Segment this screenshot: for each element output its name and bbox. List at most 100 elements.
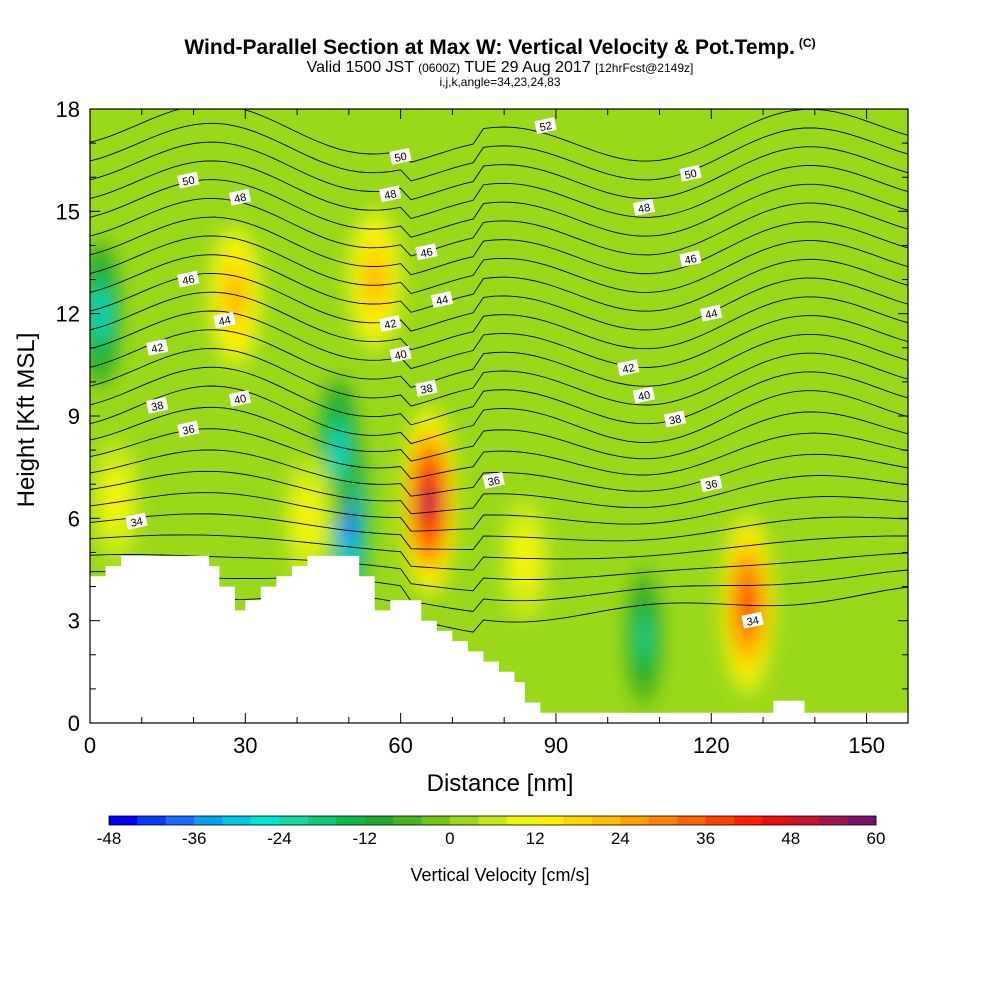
colorbar-tick-label: 48 xyxy=(781,829,800,848)
theta-contour-line xyxy=(90,109,908,163)
w-cell xyxy=(496,485,553,634)
colorbar-tick-label: -36 xyxy=(182,829,207,848)
contour-label-bg xyxy=(228,389,252,407)
contour-label: 34 xyxy=(125,512,148,530)
contour-label-bg xyxy=(379,185,402,203)
theta-contour-line xyxy=(90,141,908,201)
contour-label: 46 xyxy=(679,250,702,268)
contour-label: 42 xyxy=(617,359,640,376)
colorbar-segment xyxy=(762,816,792,825)
contour-label: 44 xyxy=(430,291,454,308)
contour-label: 48 xyxy=(379,185,402,203)
w-cell xyxy=(401,407,458,596)
colorbar-segment xyxy=(478,816,508,825)
x-tick-label: 30 xyxy=(233,733,257,758)
contour-label-text: 42 xyxy=(621,362,635,376)
contour-label-text: 44 xyxy=(704,308,718,322)
contour-label-bg xyxy=(632,386,656,404)
subtitle-date: TUE 29 Aug 2017 xyxy=(464,59,591,76)
theta-contour-line xyxy=(90,197,908,257)
theta-contour-line xyxy=(90,366,908,426)
theta-contour-line xyxy=(90,235,908,295)
y-tick-label: 18 xyxy=(56,97,80,122)
subtitle-zulu-time: (0600Z) xyxy=(418,61,461,75)
contour-label-bg xyxy=(482,471,505,489)
colorbar-tick-label: 24 xyxy=(611,829,630,848)
contour-label-text: 38 xyxy=(419,383,433,397)
colorbar-segment xyxy=(194,816,223,825)
colorbar-tick-label: 60 xyxy=(867,829,886,848)
y-tick-label: 9 xyxy=(68,404,80,429)
contour-label-text: 42 xyxy=(383,318,397,332)
theta-contour-line xyxy=(90,329,908,388)
chart-title: Wind-Parallel Section at Max W: Vertical… xyxy=(0,36,1000,60)
colorbar-segment xyxy=(535,816,564,825)
colorbar: -48 -36 -24 -12 0 12 24 36 48 60 xyxy=(97,815,886,848)
contour-label: 48 xyxy=(632,198,656,216)
theta-contour-line xyxy=(90,122,908,182)
subtitle-valid-time: Valid 1500 JST xyxy=(306,59,414,76)
colorbar-segment xyxy=(790,816,820,825)
colorbar-segment xyxy=(279,816,309,825)
w-cell xyxy=(719,509,776,698)
colorbar-segment xyxy=(251,816,280,825)
w-cell xyxy=(206,222,263,371)
colorbar-tick-label: -48 xyxy=(97,829,122,848)
contour-label-text: 38 xyxy=(150,400,164,414)
colorbar-segment xyxy=(563,816,593,825)
copyright-mark: (C) xyxy=(798,36,816,50)
contour-label-bg xyxy=(177,420,200,438)
contour-label: 50 xyxy=(177,171,200,189)
contour-label-bg xyxy=(146,338,169,356)
w-cell-level xyxy=(303,507,312,530)
contour-label-text: 50 xyxy=(181,174,195,188)
w-cell-level xyxy=(334,438,343,462)
theta-contour-line xyxy=(90,179,908,238)
contour-label-text: 38 xyxy=(668,413,682,427)
colorbar-tick-label: 12 xyxy=(526,829,545,848)
x-tick-label: 120 xyxy=(693,733,730,758)
colorbar-segment xyxy=(109,816,138,825)
contour-label-text: 46 xyxy=(181,273,195,287)
colorbar-tick-label: 0 xyxy=(445,829,454,848)
colorbar-tick-label: -12 xyxy=(352,829,377,848)
contour-label-text: 36 xyxy=(487,475,501,489)
contour-label-bg xyxy=(379,314,402,332)
contour-label-bg xyxy=(177,270,200,288)
contour-label-text: 42 xyxy=(150,342,164,356)
colorbar-segment xyxy=(222,816,252,825)
theta-contour-line xyxy=(90,470,908,515)
contour-label-text: 52 xyxy=(539,120,553,134)
chart-title-text: Wind-Parallel Section at Max W: Vertical… xyxy=(184,36,795,59)
colorbar-segment xyxy=(506,816,536,825)
contour-label-text: 40 xyxy=(233,393,247,407)
contour-label: 40 xyxy=(389,345,412,363)
contour-label: 52 xyxy=(534,117,557,134)
colorbar-label: Vertical Velocity [cm/s] xyxy=(410,865,589,885)
y-tick-label: 0 xyxy=(68,711,80,736)
contour-label: 38 xyxy=(146,396,169,414)
w-cell xyxy=(90,239,121,388)
theta-contour-line xyxy=(90,216,908,276)
theta-contour-line xyxy=(90,492,908,532)
colorbar-segment xyxy=(336,816,365,825)
theta-contour-line xyxy=(90,534,908,571)
theta-contour-line xyxy=(90,552,908,592)
contour-label-text: 34 xyxy=(130,516,144,530)
theta-contour-line xyxy=(90,310,908,370)
theta-contour-line xyxy=(90,272,908,332)
colorbar-segment xyxy=(620,816,650,825)
contour-label-bg xyxy=(663,410,687,428)
contour-label-text: 48 xyxy=(637,202,651,216)
contour-label: 38 xyxy=(415,379,438,397)
contour-label-bg xyxy=(679,164,702,182)
contour-label-text: 50 xyxy=(684,168,698,182)
y-tick-label: 12 xyxy=(56,302,80,327)
contour-label-bg xyxy=(679,250,702,268)
w-cell xyxy=(90,427,144,576)
contour-label-bg xyxy=(228,188,252,206)
contour-label-text: 36 xyxy=(704,478,718,492)
theta-contour-line xyxy=(90,513,908,550)
colorbar-segment xyxy=(364,816,394,825)
